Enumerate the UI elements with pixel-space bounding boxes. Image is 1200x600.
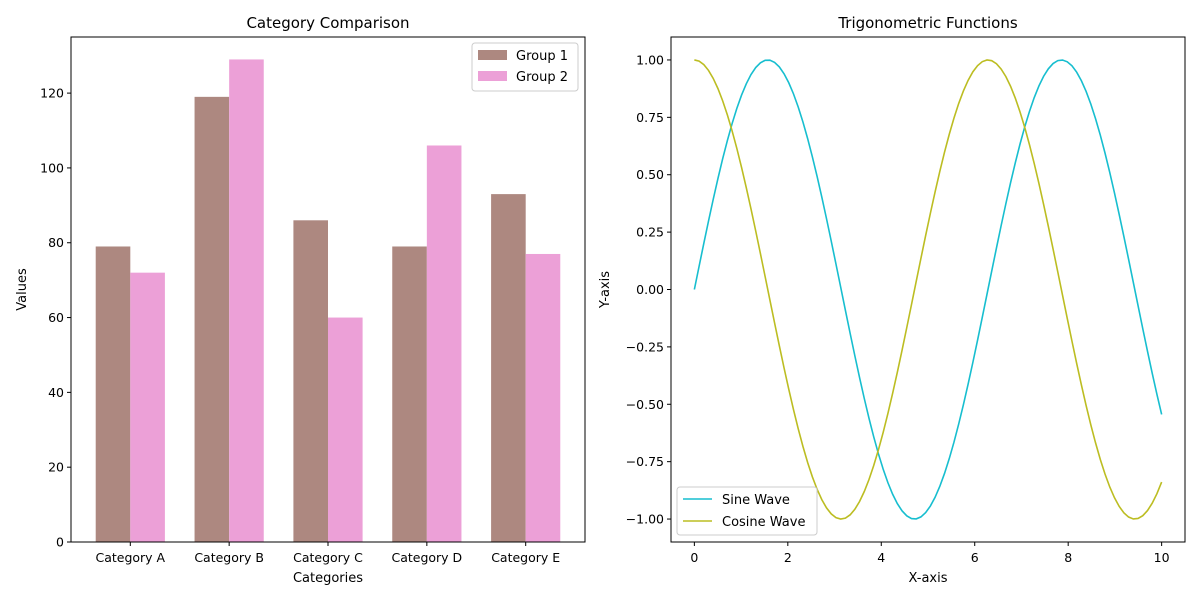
bar-group-2-category-a xyxy=(130,272,165,542)
line-sine-wave xyxy=(693,59,1163,520)
x-tick-label: Category C xyxy=(293,550,363,565)
x-axis-label: X-axis xyxy=(909,571,948,586)
y-tick-label: −0.25 xyxy=(626,339,664,354)
bar-chart-category-comparison: Category A Category B Category C Category D… xyxy=(15,14,586,586)
x-tick-label: 6 xyxy=(971,550,979,565)
y-tick-label: 40 xyxy=(48,385,64,400)
y-tick-label: 1.00 xyxy=(636,52,664,67)
legend-label-sine-wave: Sine Wave xyxy=(722,493,790,508)
chart-title: Category Comparison xyxy=(246,14,409,32)
legend-label-group-1: Group 1 xyxy=(516,49,568,64)
x-tick-label: 0 xyxy=(690,550,698,565)
bar-group-2-category-c xyxy=(328,317,363,542)
x-tick-label: Category E xyxy=(491,550,560,565)
x-tick-label: 10 xyxy=(1154,550,1170,565)
bar-group-1-category-d xyxy=(392,246,427,542)
legend: Group 1 Group 2 xyxy=(471,42,579,92)
bar-group-2-category-b xyxy=(229,59,264,542)
x-tick-label: 4 xyxy=(877,550,885,565)
y-tick-label: 0.75 xyxy=(636,110,664,125)
x-tick-label: Category B xyxy=(194,550,264,565)
legend-swatch-group-2 xyxy=(478,71,507,81)
y-tick-label: 100 xyxy=(40,160,64,175)
plot-frame xyxy=(670,36,1186,543)
line-chart-trigonometric-functions: 0 2 4 6 8 10 −1.00 −0.75 −0.50 −0.25 0.00 0.25 0.50 0… xyxy=(598,14,1186,586)
y-tick-label: −0.50 xyxy=(626,397,664,412)
bar-group-2-category-d xyxy=(426,145,462,542)
bar-group-1-category-b xyxy=(194,96,230,542)
y-axis-label: Y-axis xyxy=(598,271,613,309)
bar-group-1-category-e xyxy=(491,194,526,542)
bar-group-1-category-c xyxy=(293,220,328,542)
y-tick-label: 0.00 xyxy=(636,282,664,297)
x-tick-label: 8 xyxy=(1064,550,1072,565)
y-axis-label: Values xyxy=(15,268,30,311)
y-tick-label: −0.75 xyxy=(626,454,664,469)
line-cosine-wave xyxy=(694,59,1163,520)
legend-swatch-group-1 xyxy=(478,50,507,60)
y-tick-label: 0 xyxy=(56,535,64,550)
legend-label-cosine-wave: Cosine Wave xyxy=(722,515,805,530)
y-tick-label: 120 xyxy=(40,86,64,101)
y-tick-label: 0.25 xyxy=(636,225,664,240)
y-tick-label: 0.50 xyxy=(636,167,664,182)
y-tick-label: 60 xyxy=(48,310,64,325)
x-axis-label: Categories xyxy=(293,571,363,586)
legend-label-group-2: Group 2 xyxy=(516,70,568,85)
chart-title: Trigonometric Functions xyxy=(837,14,1018,32)
y-tick-label: 80 xyxy=(48,235,64,250)
legend: Sine Wave Cosine Wave xyxy=(676,486,818,536)
x-tick-label: Category A xyxy=(95,550,165,565)
x-tick-label: Category D xyxy=(391,550,462,565)
y-tick-label: 20 xyxy=(48,460,64,475)
y-tick-label: −1.00 xyxy=(626,512,664,527)
x-tick-label: 2 xyxy=(784,550,792,565)
bar-group-2-category-e xyxy=(525,253,561,543)
bar-group-1-category-a xyxy=(95,246,131,542)
